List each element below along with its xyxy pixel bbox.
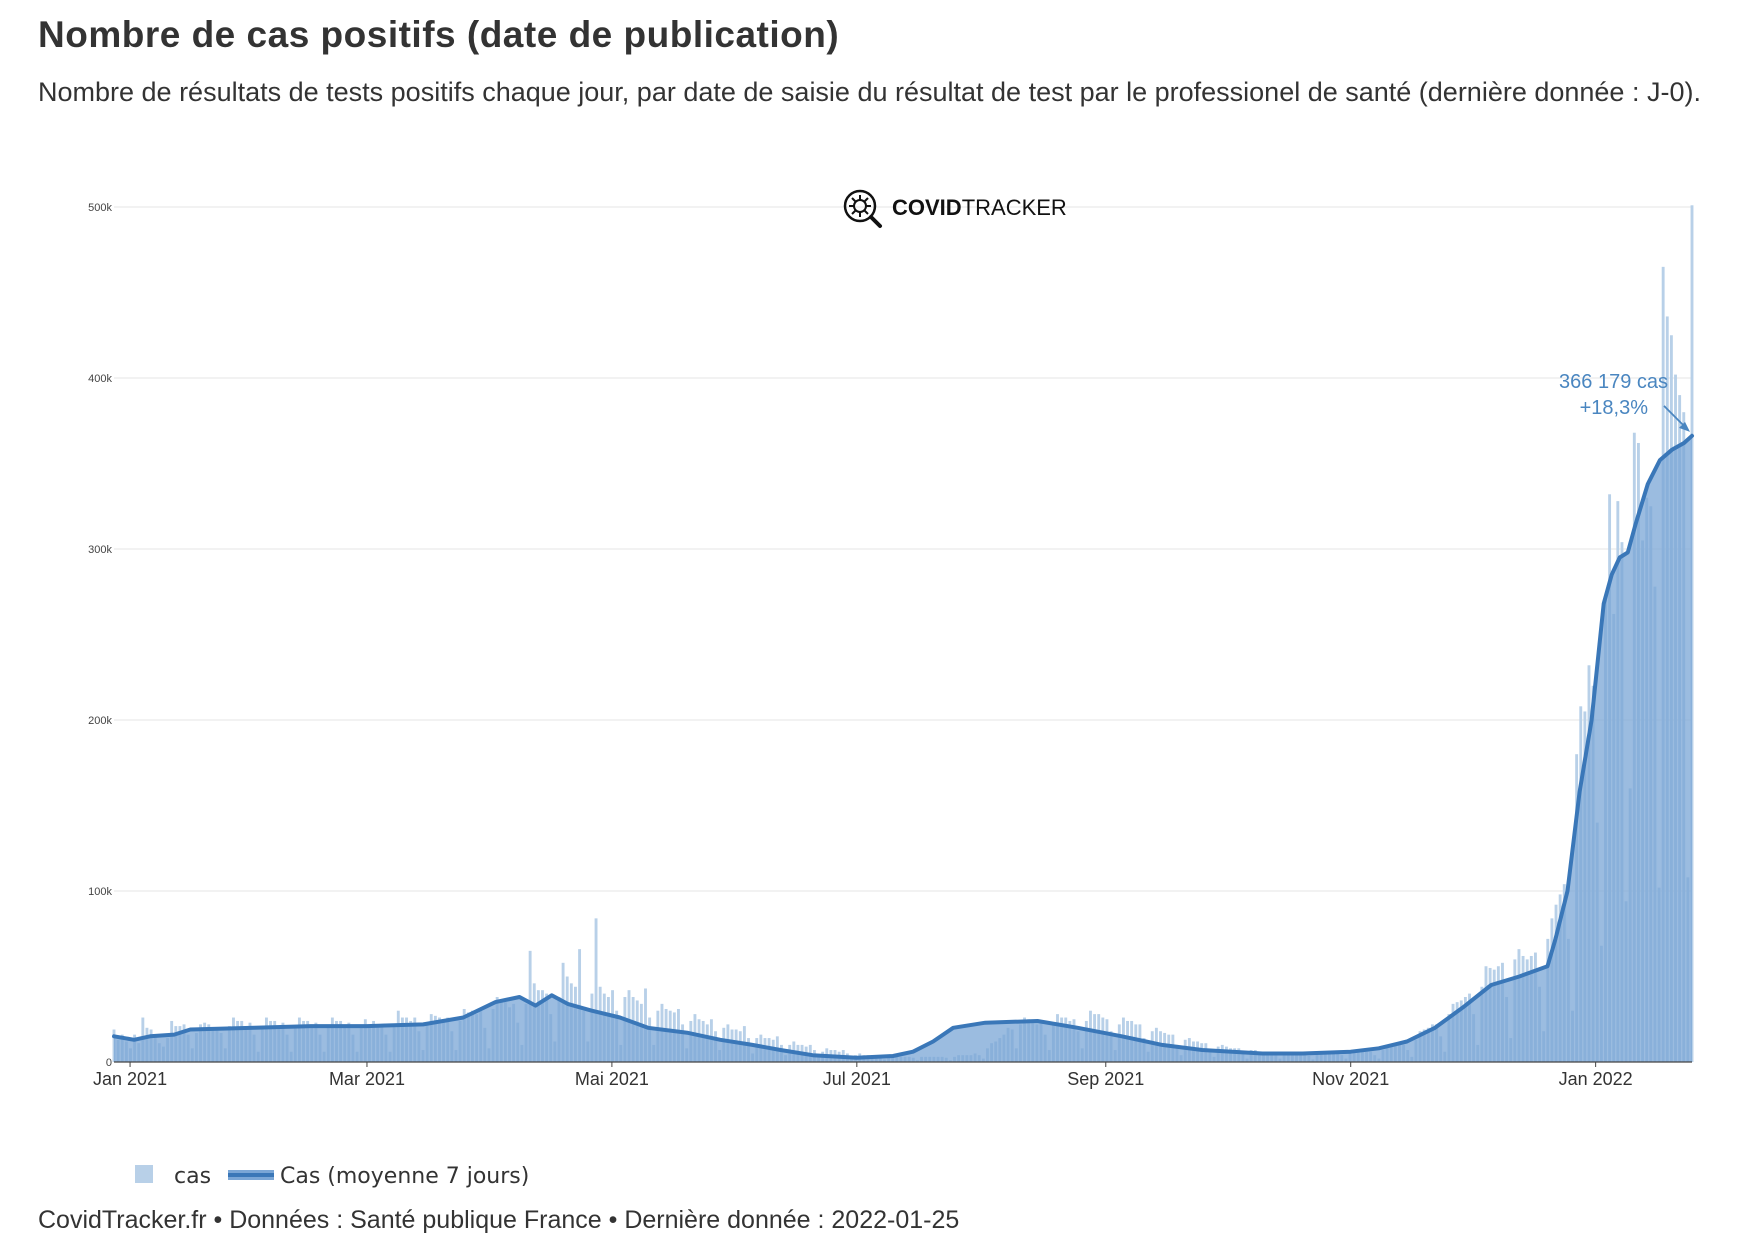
covidtracker-logo: COVIDTRACKER	[843, 189, 1067, 228]
y-tick-label: 0	[106, 1057, 112, 1069]
y-tick-label: 100k	[88, 886, 112, 898]
daily-cases-bars	[112, 205, 1694, 1063]
legend: cas Cas (moyenne 7 jours)	[135, 1164, 529, 1189]
y-tick-label: 500k	[88, 202, 112, 214]
svg-text:COVIDTRACKER: COVIDTRACKER	[892, 195, 1067, 220]
virus-magnifier-icon	[843, 189, 882, 228]
x-tick-label: Mai 2021	[575, 1069, 649, 1089]
logo-bold-text: COVID	[892, 195, 962, 220]
grid-lines	[114, 206, 1692, 892]
legend-label-cas: cas	[174, 1164, 211, 1189]
page-subtitle: Nombre de résultats de tests positifs ch…	[38, 77, 1701, 107]
moving-average-path	[112, 433, 1694, 1060]
bar	[594, 918, 598, 1062]
legend-label-moyenne: Cas (moyenne 7 jours)	[280, 1164, 529, 1189]
x-tick-label: Jan 2022	[1559, 1069, 1633, 1089]
x-tick-label: Jul 2021	[823, 1069, 891, 1089]
x-tick-label: Jan 2021	[93, 1069, 167, 1089]
x-tick-label: Nov 2021	[1312, 1069, 1389, 1089]
annotation-line-1: 366 179 cas	[1559, 371, 1668, 393]
legend-swatch-cas	[135, 1165, 153, 1183]
moving-average-area	[114, 435, 1692, 1062]
annotation-arrow	[1663, 405, 1690, 432]
page-title: Nombre de cas positifs (date de publicat…	[38, 14, 840, 55]
y-tick-label: 200k	[88, 715, 112, 727]
footer-source: CovidTracker.fr • Données : Santé publiq…	[38, 1206, 960, 1234]
y-tick-label: 300k	[88, 544, 112, 556]
logo-light-text: TRACKER	[962, 195, 1067, 220]
y-axis-ticks: 0 100k 200k 300k 400k 500k	[88, 202, 112, 1069]
moving-average-line	[112, 433, 1694, 1062]
arrow-head	[1679, 421, 1690, 432]
annotation-line-2: +18,3%	[1580, 397, 1649, 419]
x-tick-label: Sep 2021	[1067, 1069, 1144, 1089]
latest-value-annotation: 366 179 cas +18,3%	[1559, 371, 1690, 432]
x-tick-label: Mar 2021	[329, 1069, 405, 1089]
x-axis-ticks: Jan 2021 Mar 2021 Mai 2021 Jul 2021 Sep 2021…	[93, 1061, 1692, 1089]
y-tick-label: 400k	[88, 373, 112, 385]
